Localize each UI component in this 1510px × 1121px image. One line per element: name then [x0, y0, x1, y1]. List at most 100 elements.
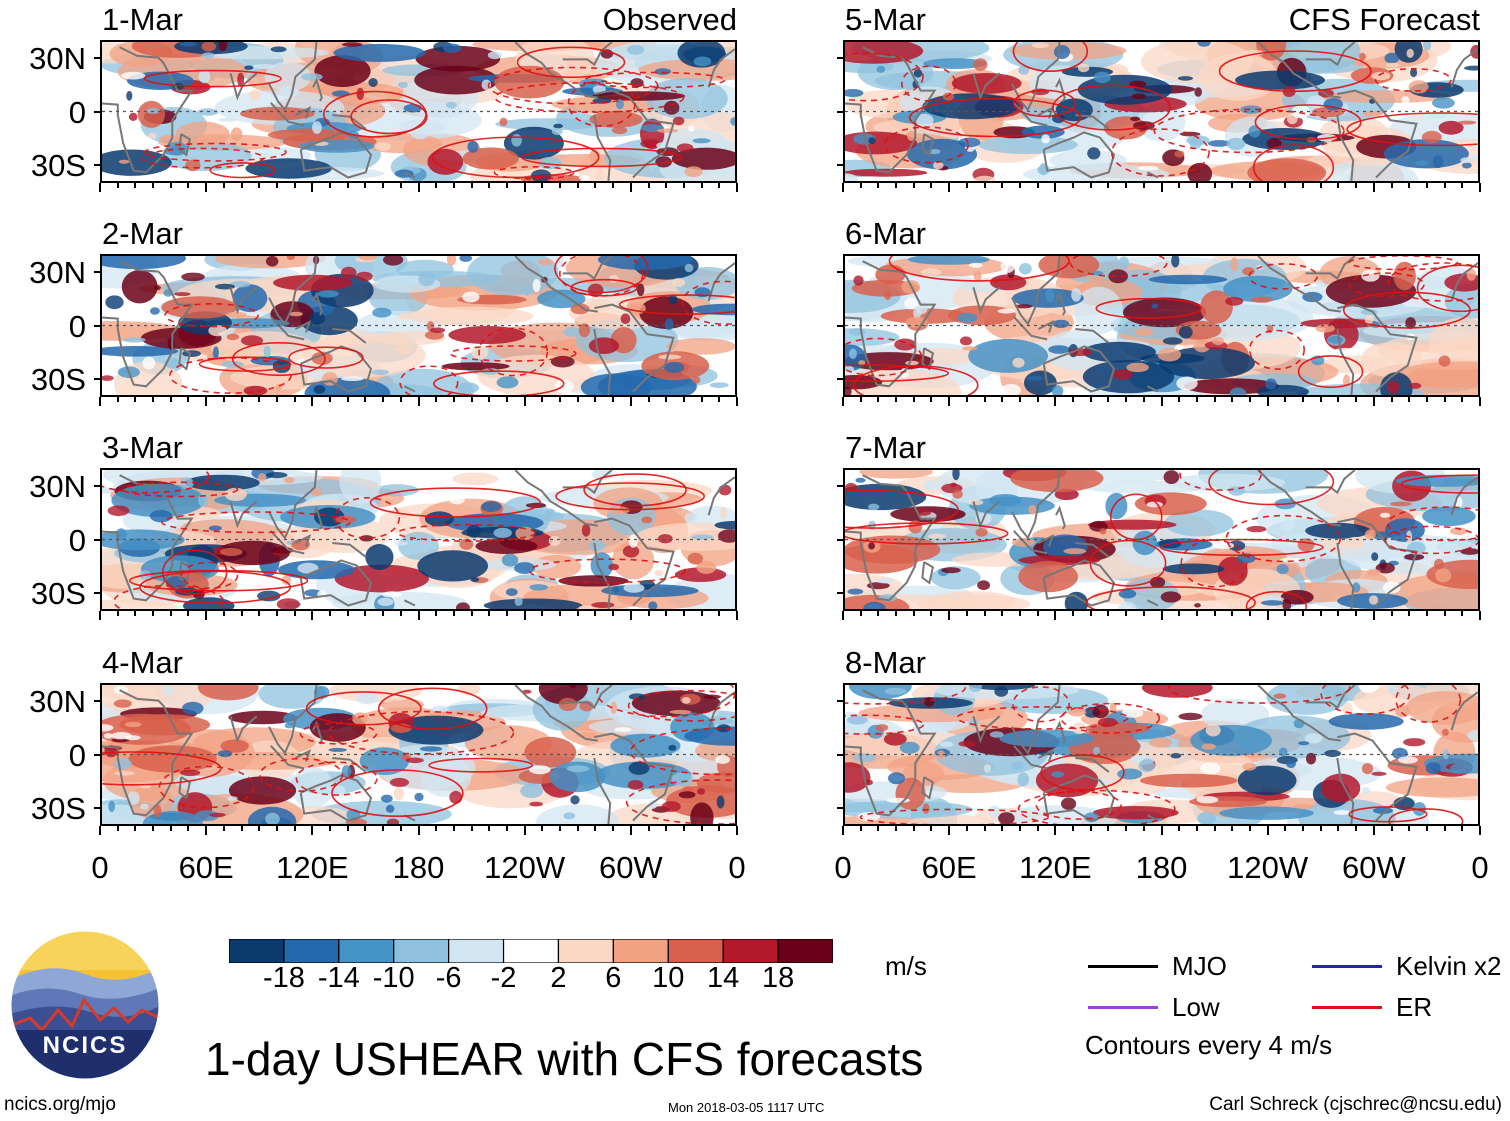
lon-tick: [629, 183, 632, 192]
lon-tick: [1018, 611, 1021, 616]
lon-tick: [983, 397, 986, 402]
lon-label: 0: [1471, 850, 1489, 885]
lon-tick: [1072, 826, 1075, 831]
lon-tick: [1001, 397, 1004, 402]
lon-tick: [329, 183, 332, 188]
lon-tick: [912, 611, 915, 616]
lon-tick: [364, 826, 367, 831]
lon-tick: [612, 611, 615, 616]
lon-tick: [1337, 397, 1340, 402]
lon-tick: [682, 183, 685, 188]
lon-tick: [399, 183, 402, 188]
lon-tick: [559, 826, 562, 831]
lon-tick: [417, 183, 420, 192]
lat-label: 30N: [29, 468, 86, 504]
lon-tick: [134, 826, 137, 831]
lon-tick: [470, 397, 473, 402]
lon-tick: [1248, 397, 1251, 402]
lon-tick: [541, 183, 544, 188]
lon-label: 60W: [598, 850, 663, 885]
lon-tick: [169, 611, 172, 616]
lon-tick: [169, 397, 172, 402]
lon-tick: [1213, 183, 1216, 188]
lon-tick: [1302, 611, 1305, 616]
lon-tick: [1178, 826, 1181, 831]
lon-tick: [1443, 826, 1446, 831]
lon-tick: [134, 611, 137, 616]
lat-label: 30S: [30, 576, 86, 612]
lon-tick: [682, 611, 685, 616]
lon-tick: [1160, 397, 1163, 406]
lon-label: 0: [728, 850, 746, 885]
lon-tick: [1319, 397, 1322, 402]
lon-tick: [346, 183, 349, 188]
lon-tick: [1266, 397, 1269, 406]
lon-tick: [983, 183, 986, 188]
lon-tick: [1072, 183, 1075, 188]
lon-tick: [1213, 611, 1216, 616]
legend-label: Low: [1172, 992, 1220, 1022]
colorbar-swatch: [667, 938, 724, 964]
colorbar-units: m/s: [885, 951, 927, 981]
lon-tick: [293, 826, 296, 831]
lon-tick: [1195, 397, 1198, 402]
lon-tick: [1337, 611, 1340, 616]
lon-tick: [665, 397, 668, 402]
website-link[interactable]: ncics.org/mjo: [4, 1094, 116, 1115]
lon-tick: [205, 611, 208, 620]
lon-tick: [1425, 826, 1428, 831]
lon-tick: [452, 183, 455, 188]
lat-label: 30N: [29, 683, 86, 719]
lat-tick: [94, 699, 100, 702]
lon-tick: [1018, 183, 1021, 188]
lon-tick: [1072, 611, 1075, 616]
lon-tick: [382, 183, 385, 188]
lon-tick: [1461, 397, 1464, 402]
lat-tick: [94, 270, 100, 273]
lon-tick: [612, 826, 615, 831]
lon-tick: [311, 611, 314, 620]
lon-tick: [1125, 611, 1128, 616]
lon-tick: [1142, 611, 1145, 616]
lon-tick: [1195, 826, 1198, 831]
lon-tick: [364, 183, 367, 188]
lon-tick: [329, 611, 332, 616]
lon-tick: [205, 183, 208, 192]
lon-tick: [700, 183, 703, 188]
lon-tick: [948, 183, 951, 192]
lon-tick: [1231, 826, 1234, 831]
lon-tick: [576, 611, 579, 616]
lat-tick: [837, 270, 843, 273]
legend-label: MJO: [1172, 951, 1227, 981]
lat-label: 0: [68, 737, 86, 773]
heatmap-panel: [100, 254, 737, 397]
lat-tick: [837, 378, 843, 381]
lon-tick: [1425, 183, 1428, 188]
lon-tick: [488, 826, 491, 831]
colorbar-tick-label: -2: [490, 962, 517, 994]
lon-tick: [435, 397, 438, 402]
lon-tick: [399, 611, 402, 616]
heatmap-field: [845, 470, 1478, 609]
lon-tick: [258, 183, 261, 188]
lon-tick: [1302, 826, 1305, 831]
lon-tick: [629, 611, 632, 620]
lon-tick: [559, 611, 562, 616]
lat-tick: [837, 753, 843, 756]
lat-tick: [94, 324, 100, 327]
lon-tick: [1054, 397, 1057, 406]
lon-label: 180: [392, 850, 445, 885]
heatmap-panel: [100, 40, 737, 183]
legend-line-kelvin-x2: [1312, 965, 1382, 968]
colorbar-swatches: [228, 938, 834, 964]
lat-label: 30S: [30, 791, 86, 827]
lon-tick: [647, 826, 650, 831]
colorbar-swatch: [777, 938, 834, 964]
lon-tick: [1107, 183, 1110, 188]
lon-tick: [1072, 397, 1075, 402]
lon-tick: [1213, 826, 1216, 831]
lon-tick: [965, 183, 968, 188]
lon-tick: [948, 397, 951, 406]
lon-tick: [523, 826, 526, 835]
heatmap-panel: [843, 254, 1480, 397]
